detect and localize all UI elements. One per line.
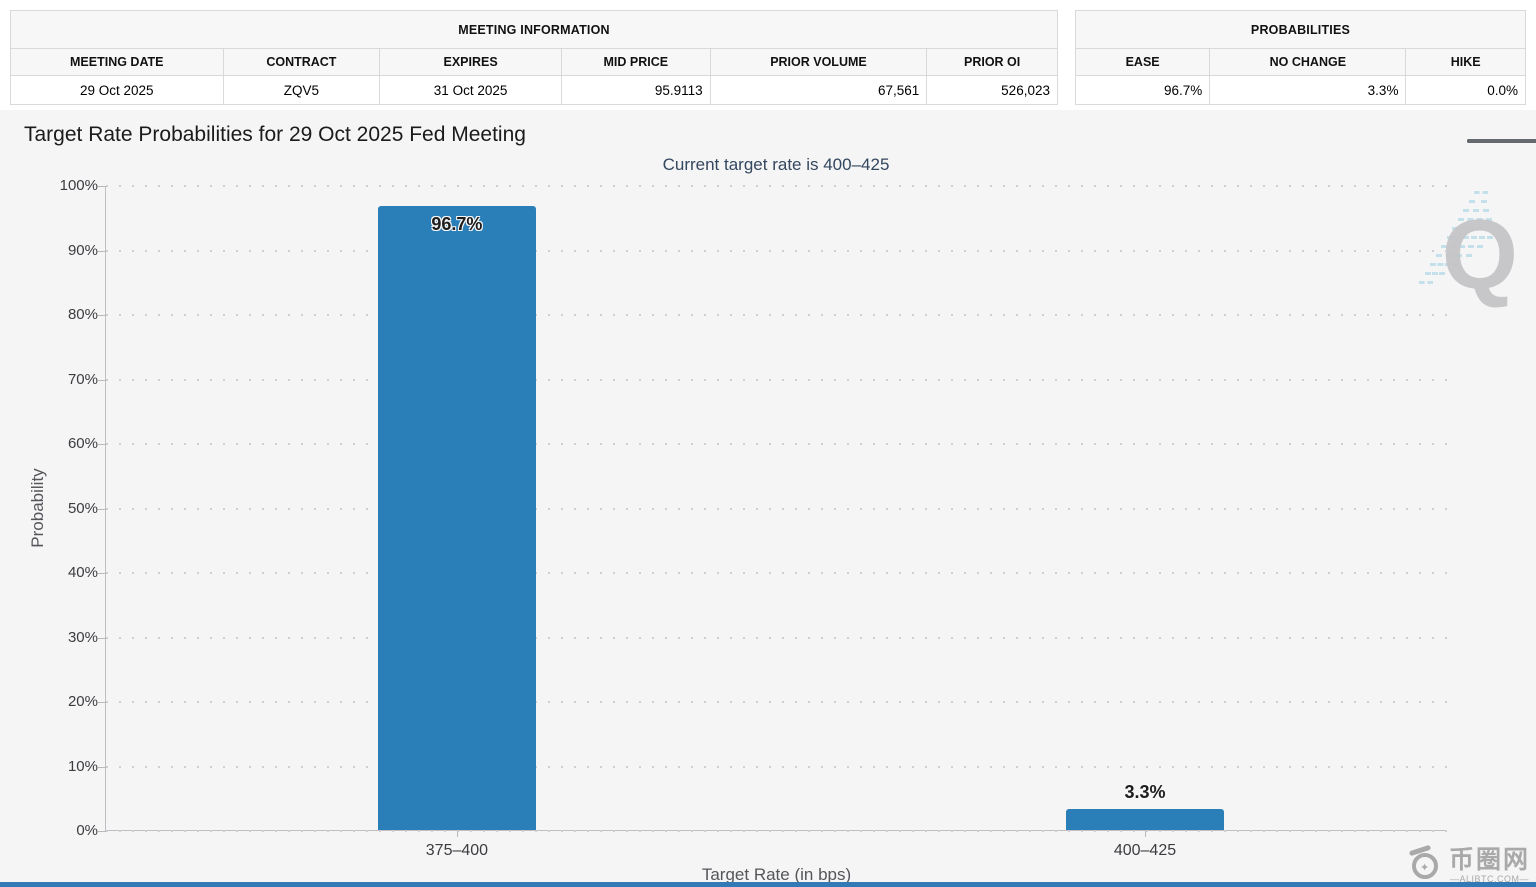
y-tick-label: 80% [67,306,98,323]
column-header: PRIOR VOLUME [711,49,928,75]
y-tick-label: 30% [67,628,98,646]
x-tick-mark [456,831,458,837]
y-tick-mark [98,702,106,703]
column-header: HIKE [1450,55,1481,69]
mid-price-value: 95.9113 [562,76,711,104]
quikstrike-watermark: Q [1386,191,1536,321]
gridline [106,830,1447,832]
gridline [106,443,1447,445]
contract-value: ZQV5 [224,76,381,104]
gridline [106,249,1447,252]
hamburger-bar [1467,139,1536,143]
gridline [106,572,1447,574]
column-header: EASE [1076,49,1211,75]
column-header: MID PRICE [562,49,711,75]
y-tick-label: 60% [67,435,98,452]
meeting-information-headers: MEETING DATE CONTRACT EXPIRES MID PRICE … [11,49,1057,76]
y-tick-mark [98,250,106,252]
meeting-information-table: MEETING INFORMATION MEETING DATE CONTRAC… [10,10,1058,105]
plot-area: Probability Q Target Rate (in bps) 0% 10%… [28,177,1518,884]
y-tick-label: 50% [67,499,98,517]
ease-probability-value: 96.7% [1076,76,1211,104]
chart-title: Target Rate Probabilities for 29 Oct 202… [24,123,526,146]
gridline [106,507,1447,510]
chart-subtitle: Current target rate is 400–425 [662,155,890,174]
column-header: MEETING DATE [11,49,224,75]
gridline [106,314,1447,316]
column-header: PRIOR OI [964,55,1021,69]
y-tick-mark [98,766,106,768]
gridline [106,185,1447,187]
gridline [106,636,1447,639]
probabilities-title: PROBABILITIES [1076,11,1525,49]
no-change-probability-value: 3.3% [1210,76,1407,104]
y-tick-label: 90% [67,241,98,259]
probabilities-table: PROBABILITIES EASE NO CHANGE HIKE 96.7% … [1075,10,1526,105]
meeting-information-title: MEETING INFORMATION [11,11,1057,49]
y-tick-label: 40% [67,564,98,581]
x-tick-mark [1144,831,1146,837]
quikstrike-q-icon: Q [1441,199,1518,309]
target-rate-chart-panel: Target Rate Probabilities for 29 Oct 202… [0,110,1536,884]
y-tick-label: 100% [59,177,98,194]
x-category-label: 400–425 [1113,842,1177,859]
column-header: NO CHANGE [1210,49,1407,75]
bar-value-label: 96.7% [431,214,483,235]
x-axis-title: Target Rate (in bps) [701,865,852,884]
probability-bar [377,206,536,830]
y-tick-mark [98,186,106,187]
y-tick-label: 70% [67,370,98,388]
probabilities-headers: EASE NO CHANGE HIKE [1076,49,1525,76]
y-tick-mark [98,508,106,510]
y-tick-mark [98,831,106,832]
y-tick-mark [98,379,106,381]
gridline [106,701,1447,703]
y-tick-mark [98,315,106,316]
gridline [106,765,1447,768]
prior-oi-value: 526,023 [1001,82,1050,98]
expires-value: 31 Oct 2025 [380,76,562,104]
probability-bar [1065,808,1224,830]
x-category-label: 375–400 [425,842,489,859]
meeting-information-values: 29 Oct 2025 ZQV5 31 Oct 2025 95.9113 67,… [11,76,1057,104]
y-tick-mark [98,637,106,639]
y-tick-label: 20% [67,693,98,710]
bottom-accent-strip [0,882,1536,887]
column-header: CONTRACT [224,49,381,75]
hamburger-menu-icon[interactable] [1467,126,1536,146]
y-tick-mark [98,444,106,445]
y-tick-label: 10% [67,757,98,775]
prior-volume-value: 67,561 [711,76,928,104]
y-tick-mark [98,573,106,574]
probabilities-values: 96.7% 3.3% 0.0% [1076,76,1525,104]
hike-probability-value: 0.0% [1487,82,1518,98]
gridline [106,378,1447,381]
top-tables-row: MEETING INFORMATION MEETING DATE CONTRAC… [10,10,1526,105]
y-tick-label: 0% [76,822,98,839]
bar-value-label: 3.3% [1124,781,1166,802]
column-header: EXPIRES [380,49,562,75]
meeting-date-value: 29 Oct 2025 [11,76,224,104]
